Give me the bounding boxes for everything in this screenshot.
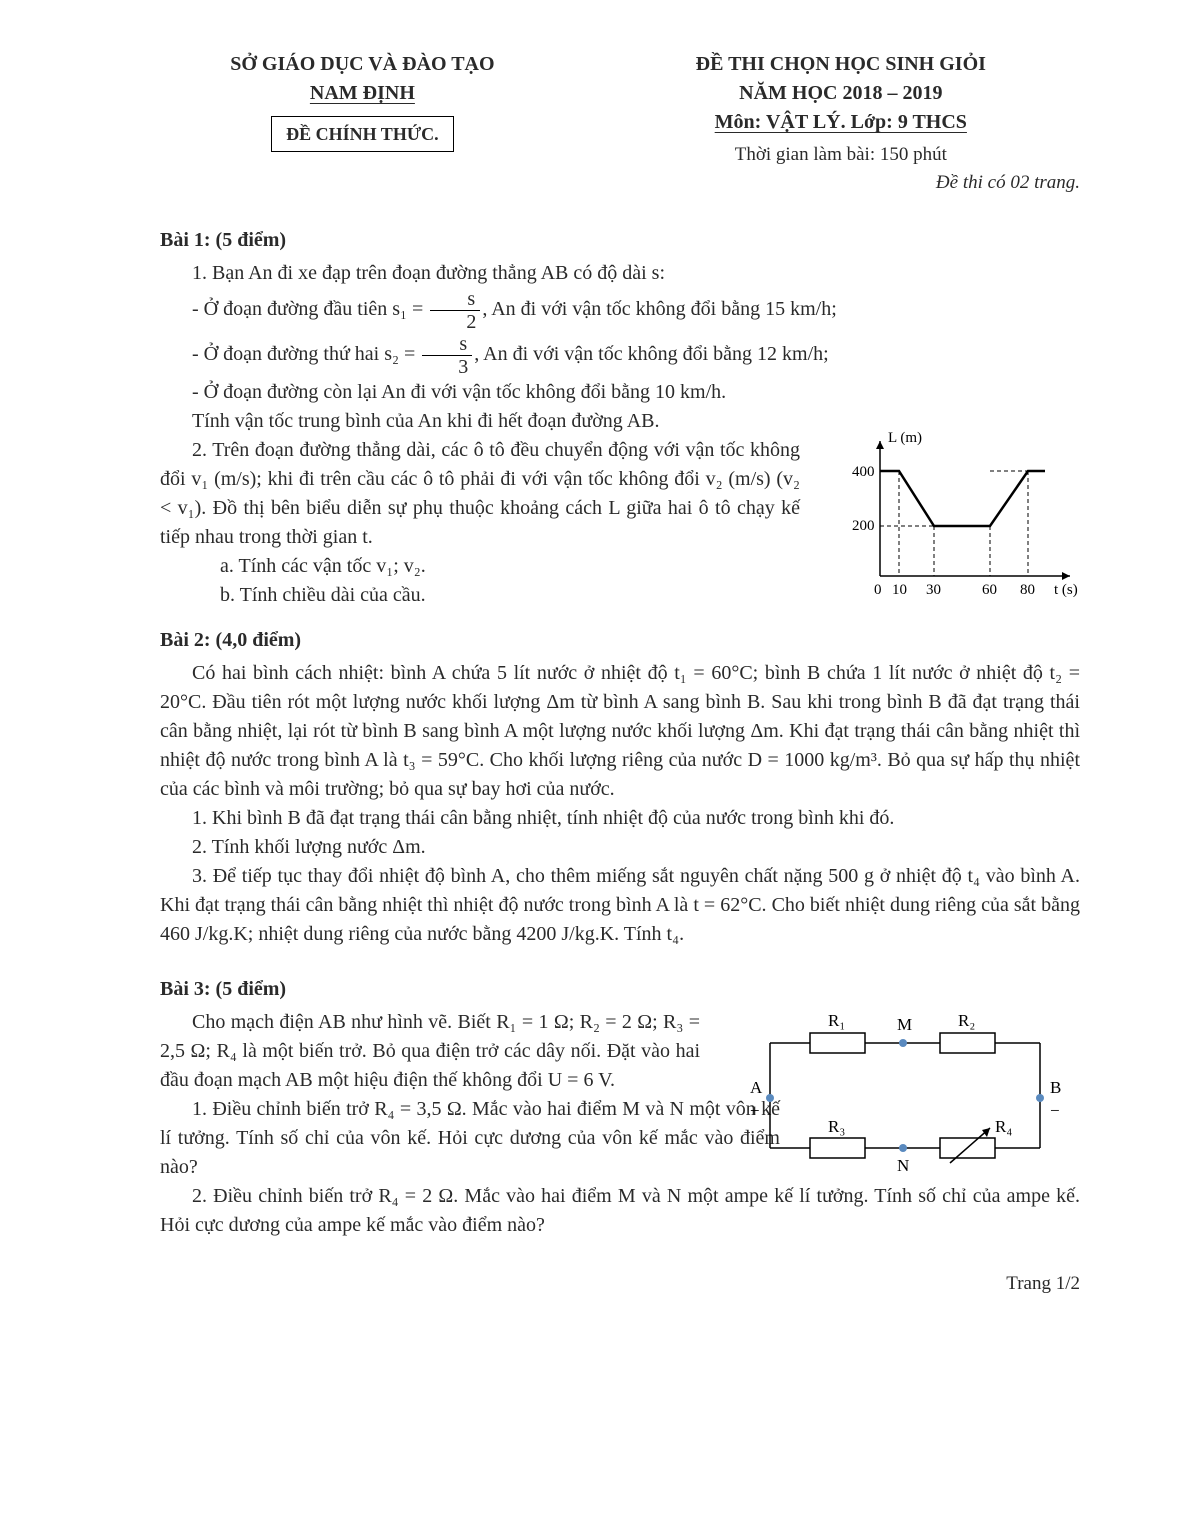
xtick-60: 60	[982, 582, 997, 598]
province: NAM ĐỊNH	[160, 79, 565, 108]
fraction-s-3: s3	[422, 333, 472, 378]
ytick-400: 400	[852, 464, 875, 480]
label-minus: −	[1050, 1101, 1060, 1120]
label-R2: R₂	[958, 1011, 975, 1030]
b2-p3: 2. Tính khối lượng nước Δm.	[160, 833, 1080, 862]
b3-p2: 1. Điều chỉnh biến trở R₄ = 3,5 Ω. Mắc v…	[160, 1095, 780, 1182]
header-right: ĐỀ THI CHỌN HỌC SINH GIỎI NĂM HỌC 2018 –…	[602, 50, 1080, 196]
b2-p4: 3. Để tiếp tục thay đổi nhiệt độ bình A,…	[160, 862, 1080, 949]
label-N: N	[897, 1156, 909, 1175]
ytick-200: 200	[852, 518, 875, 534]
label-plus: +	[750, 1101, 760, 1120]
b1-p3: - Ở đoạn đường thứ hai s₂ = s3, An đi vớ…	[160, 333, 1080, 378]
exam-title: ĐỀ THI CHỌN HỌC SINH GIỎI	[602, 50, 1080, 79]
page-count: Đề thi có 02 trang.	[602, 169, 1080, 197]
exam-page: SỞ GIÁO DỤC VÀ ĐÀO TẠO NAM ĐỊNH ĐỀ CHÍNH…	[0, 0, 1200, 1528]
section-1-title: Bài 1: (5 điểm)	[160, 226, 1080, 255]
section-3-body: Cho mạch điện AB như hình vẽ. Biết R₁ = …	[160, 1008, 1080, 1240]
header-left: SỞ GIÁO DỤC VÀ ĐÀO TẠO NAM ĐỊNH ĐỀ CHÍNH…	[160, 50, 565, 196]
label-B: B	[1050, 1078, 1061, 1097]
b2-p1: Có hai bình cách nhiệt: bình A chứa 5 lí…	[160, 659, 1080, 804]
y-axis-label: L (m)	[888, 430, 922, 446]
section-2-title: Bài 2: (4,0 điểm)	[160, 626, 1080, 655]
label-R1: R₁	[828, 1011, 845, 1030]
section-2-body: Có hai bình cách nhiệt: bình A chứa 5 lí…	[160, 659, 1080, 949]
school-year: NĂM HỌC 2018 – 2019	[602, 79, 1080, 108]
label-R4: R₄	[995, 1117, 1012, 1136]
fraction-s-2: s2	[430, 288, 480, 333]
b1-p2: - Ở đoạn đường đầu tiên s₁ = s2, An đi v…	[160, 288, 1080, 333]
b1-p3a: - Ở đoạn đường thứ hai s₂ =	[192, 343, 420, 365]
b1-p3b: , An đi với vận tốc không đổi bằng 12 km…	[474, 343, 828, 365]
section-3-title: Bài 3: (5 điểm)	[160, 975, 1080, 1004]
b1-p4: - Ở đoạn đường còn lại An đi với vận tốc…	[160, 378, 1080, 407]
xtick-80: 80	[1020, 582, 1035, 598]
header: SỞ GIÁO DỤC VÀ ĐÀO TẠO NAM ĐỊNH ĐỀ CHÍNH…	[160, 50, 1080, 196]
exam-time: Thời gian làm bài: 150 phút	[602, 141, 1080, 169]
b1-p1: 1. Bạn An đi xe đạp trên đoạn đường thẳn…	[160, 259, 1080, 288]
b1-q2-block: 2. Trên đoạn đường thẳng dài, các ô tô đ…	[160, 436, 1080, 610]
label-A: A	[750, 1078, 763, 1097]
xtick-30: 30	[926, 582, 941, 598]
xtick-0: 0	[874, 582, 882, 598]
circuit-diagram: A + B − M N R₁ R₂ R₃ R₄	[740, 1008, 1080, 1198]
b1-p2b: , An đi với vận tốc không đổi bằng 15 km…	[482, 298, 836, 320]
page-footer: Trang 1/2	[160, 1270, 1080, 1298]
label-M: M	[897, 1015, 912, 1034]
subject: Môn: VẬT LÝ. Lớp: 9 THCS	[602, 108, 1080, 137]
distance-time-chart: 400 200 0 10 30 60 80 L (m) t (s)	[830, 426, 1090, 616]
b1-p6: 2. Trên đoạn đường thẳng dài, các ô tô đ…	[160, 436, 800, 552]
b3-p1: Cho mạch điện AB như hình vẽ. Biết R₁ = …	[160, 1008, 700, 1095]
b1-p2a: - Ở đoạn đường đầu tiên s₁ =	[192, 298, 428, 320]
xtick-10: 10	[892, 582, 907, 598]
x-axis-label: t (s)	[1054, 582, 1078, 598]
label-R3: R₃	[828, 1117, 845, 1136]
b2-p2: 1. Khi bình B đã đạt trạng thái cân bằng…	[160, 804, 1080, 833]
section-1-body: 1. Bạn An đi xe đạp trên đoạn đường thẳn…	[160, 259, 1080, 610]
department: SỞ GIÁO DỤC VÀ ĐÀO TẠO	[160, 50, 565, 79]
official-box: ĐỀ CHÍNH THỨC.	[271, 116, 454, 152]
